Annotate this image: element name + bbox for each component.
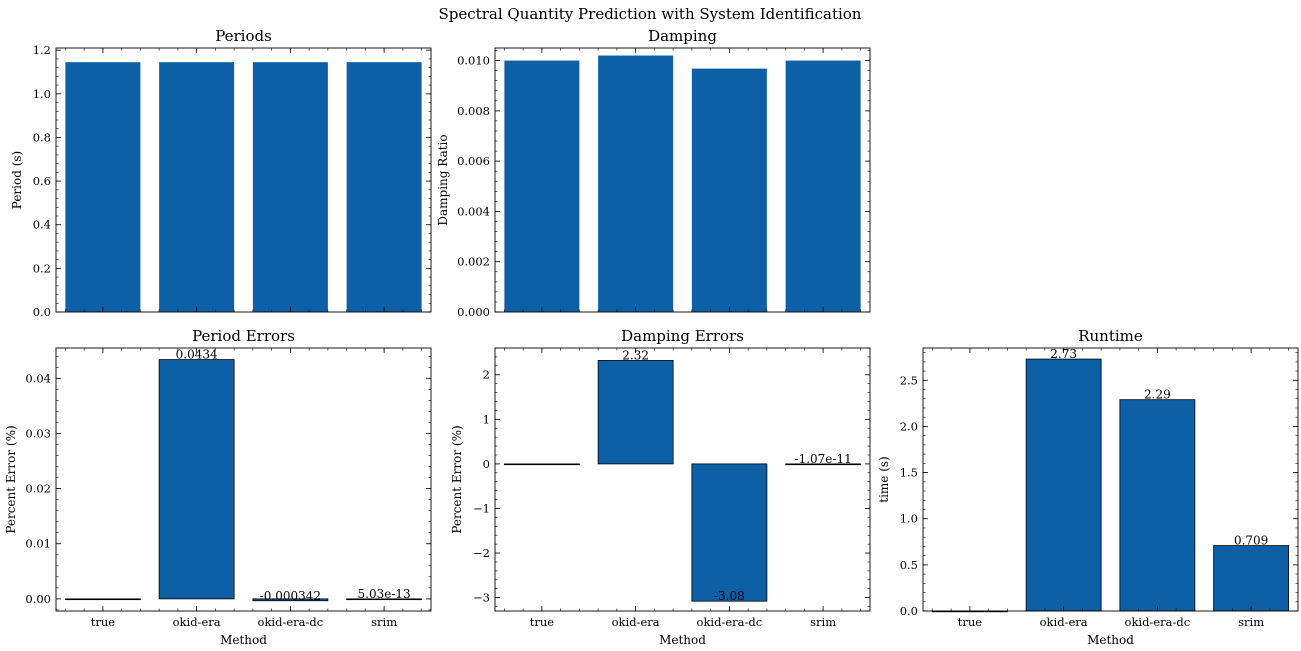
axes-frame — [55, 347, 432, 612]
y-tick-label: 0.004 — [457, 204, 490, 218]
bar-okid-era-dc — [1119, 399, 1196, 612]
y-tick-label: 1.0 — [900, 512, 918, 526]
y-axis-label: Percent Error (%) — [4, 425, 18, 533]
x-tick-label-true: true — [91, 615, 116, 629]
bar-srim — [1213, 545, 1290, 612]
y-tick-label: 1.5 — [900, 466, 918, 480]
data-label-okid-era: 2.32 — [622, 348, 649, 362]
chart-panel-period-errors: Period Errors 0.0434 -0.000342 5.03e-13 0.00… — [4, 327, 432, 647]
y-tick-label: 0.006 — [457, 154, 490, 168]
y-tick-label: 0.008 — [457, 104, 490, 118]
y-tick-label: −2 — [473, 546, 490, 560]
y-tick-label: 2.0 — [900, 419, 918, 433]
data-label-okid-era: 0.0434 — [176, 348, 218, 362]
axes-frame — [922, 347, 1299, 612]
chart-title: Damping — [648, 27, 717, 45]
figure-suptitle: Spectral Quantity Prediction with System… — [439, 5, 862, 23]
data-label-okid-era-dc: 2.29 — [1144, 388, 1171, 402]
x-tick-label-okid-era-dc: okid-era-dc — [1125, 615, 1191, 629]
y-axis-label: time (s) — [877, 456, 891, 502]
bar-okid-era-dc — [691, 463, 768, 602]
bar-okid-era — [598, 55, 674, 313]
bar-okid-era — [1025, 358, 1102, 612]
chart-panel-periods: Periods 0.0 0.2 0.4 0.6 0.8 1.0 1.2 Period (s) — [10, 27, 432, 319]
chart-title: Period Errors — [192, 327, 295, 345]
bar-srim — [346, 62, 422, 312]
chart-title: Periods — [215, 27, 272, 45]
y-axis-label: Damping Ratio — [436, 134, 450, 225]
x-tick-label-srim: srim — [810, 615, 836, 629]
y-tick-label: 1 — [483, 412, 490, 426]
axes-frame — [494, 47, 871, 313]
bar-srim — [785, 463, 862, 466]
bar-okid-era — [597, 360, 674, 465]
chart-panel-damping-errors: Damping Errors 2.32 -3.08 -1.07e-11 −3 −2 −1 0 1… — [450, 327, 871, 647]
x-tick-label-okid-era: okid-era — [173, 615, 221, 629]
y-tick-label: 0.00 — [25, 592, 51, 606]
x-tick-label-true: true — [530, 615, 555, 629]
y-tick-label: 2.5 — [900, 373, 918, 387]
bar-srim — [785, 60, 861, 313]
bar-okid-era — [158, 359, 235, 600]
bar-true — [504, 60, 580, 313]
chart-panel-damping: Damping 0.000 0.002 0.004 0.006 0.008 0.010 Dam… — [436, 27, 871, 319]
y-tick-label: 1.0 — [33, 87, 51, 101]
x-axis-label: Method — [220, 633, 267, 647]
data-label-okid-era-dc: -0.000342 — [260, 589, 321, 603]
x-tick-label-okid-era: okid-era — [1040, 615, 1088, 629]
bar-true — [503, 463, 580, 466]
y-tick-label: −1 — [473, 501, 490, 515]
x-axis-label: Method — [659, 633, 706, 647]
y-tick-label: 0.4 — [33, 218, 51, 232]
y-tick-label: 0 — [483, 457, 490, 471]
axes-frame — [55, 47, 432, 313]
data-label-srim: -1.07e-11 — [795, 452, 852, 466]
y-tick-label: 0.010 — [457, 54, 490, 68]
y-tick-label: 0.8 — [33, 130, 51, 144]
y-tick-label: 0.02 — [25, 482, 51, 496]
y-tick-label: −3 — [473, 591, 490, 605]
panels: Periods 0.0 0.2 0.4 0.6 0.8 1.0 1.2 Period (s) Da… — [4, 27, 1299, 647]
chart-title: Damping Errors — [621, 327, 744, 345]
data-label-srim: 0.709 — [1234, 534, 1268, 548]
bar-true — [64, 598, 141, 601]
x-tick-label-srim: srim — [1238, 615, 1264, 629]
y-axis-label: Percent Error (%) — [450, 425, 464, 533]
x-tick-label-srim: srim — [371, 615, 397, 629]
x-tick-label-okid-era: okid-era — [612, 615, 660, 629]
y-tick-label: 0.6 — [33, 174, 51, 188]
y-tick-label: 0.0 — [900, 604, 918, 618]
x-tick-label-true: true — [958, 615, 983, 629]
y-tick-label: 0.03 — [25, 426, 51, 440]
bar-srim — [346, 598, 423, 601]
bar-okid-era-dc — [691, 68, 767, 312]
bar-okid-era-dc — [252, 62, 328, 312]
bar-true — [65, 62, 141, 312]
y-tick-label: 2 — [483, 368, 490, 382]
y-axis-label: Period (s) — [10, 151, 24, 209]
chart-title: Runtime — [1078, 327, 1143, 345]
y-tick-label: 0.01 — [25, 537, 51, 551]
x-tick-label-okid-era-dc: okid-era-dc — [697, 615, 763, 629]
data-label-srim: 5.03e-13 — [358, 587, 411, 601]
x-tick-label-okid-era-dc: okid-era-dc — [258, 615, 324, 629]
x-axis-label: Method — [1087, 633, 1134, 647]
y-tick-label: 0.5 — [900, 558, 918, 572]
axes-frame — [494, 347, 871, 612]
y-tick-label: 0.000 — [457, 305, 490, 319]
bar-okid-era — [159, 62, 235, 312]
y-tick-label: 0.0 — [33, 305, 51, 319]
data-label-okid-era-dc: -3.08 — [714, 589, 745, 603]
y-tick-label: 1.2 — [33, 43, 51, 57]
y-tick-label: 0.04 — [25, 371, 51, 385]
y-tick-label: 0.2 — [33, 261, 51, 275]
data-label-okid-era: 2.73 — [1050, 347, 1077, 361]
bar-okid-era-dc — [252, 598, 329, 602]
y-tick-label: 0.002 — [457, 255, 490, 269]
